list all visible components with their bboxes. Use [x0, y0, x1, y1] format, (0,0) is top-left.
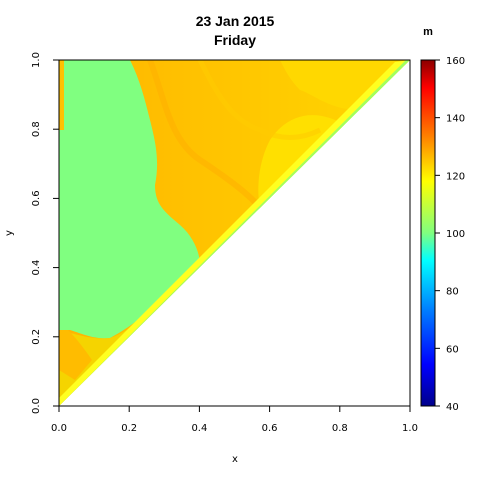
x-axis-label: x [232, 454, 238, 465]
x-tick-label: 0.2 [121, 423, 137, 434]
x-axis: 0.0 0.2 0.4 0.6 0.8 1.0 x [51, 405, 418, 465]
y-tick-label: 0.4 [31, 260, 42, 276]
colorbar-tick-label: 80 [446, 287, 459, 298]
colorbar-ramp [420, 59, 436, 407]
x-tick-label: 0.4 [191, 423, 207, 434]
contour-stripe [197, 60, 322, 140]
chart-title: 23 Jan 2015 [196, 13, 275, 29]
region-left-strip [59, 60, 64, 130]
colorbar-tick-label: 120 [446, 171, 465, 182]
x-tick-label: 0.0 [51, 423, 67, 434]
colorbar-tick-label: 100 [446, 229, 465, 240]
y-tick-label: 1.0 [31, 52, 42, 68]
y-tick-label: 0.2 [31, 329, 42, 345]
colorbar-tick-label: 40 [446, 402, 459, 413]
y-axis: 0.0 0.2 0.4 0.6 0.8 1.0 y [4, 52, 60, 414]
region-low-left-orange [59, 330, 92, 380]
y-axis-label: y [4, 230, 15, 236]
region-diagonal-green [59, 60, 410, 406]
region-plateau-left [59, 60, 200, 339]
colorbar-tick-label: 160 [446, 56, 465, 67]
region-upper-right [280, 60, 410, 110]
y-tick-label: 0.0 [31, 398, 42, 414]
colorbar-unit: m [423, 26, 433, 38]
heatmap-plot [59, 60, 410, 406]
colorbar-tick-label: 60 [446, 344, 459, 355]
x-tick-label: 1.0 [402, 423, 418, 434]
colorbar-tick-label: 140 [446, 114, 465, 125]
x-tick-label: 0.8 [332, 423, 348, 434]
y-tick-label: 0.8 [31, 121, 42, 137]
contour-stripe [147, 60, 265, 212]
y-tick-label: 0.6 [31, 190, 42, 206]
chart-subtitle: Friday [214, 32, 256, 48]
x-tick-label: 0.6 [262, 423, 278, 434]
colorbar: m 40 60 80 100 120 140 160 [420, 26, 465, 413]
